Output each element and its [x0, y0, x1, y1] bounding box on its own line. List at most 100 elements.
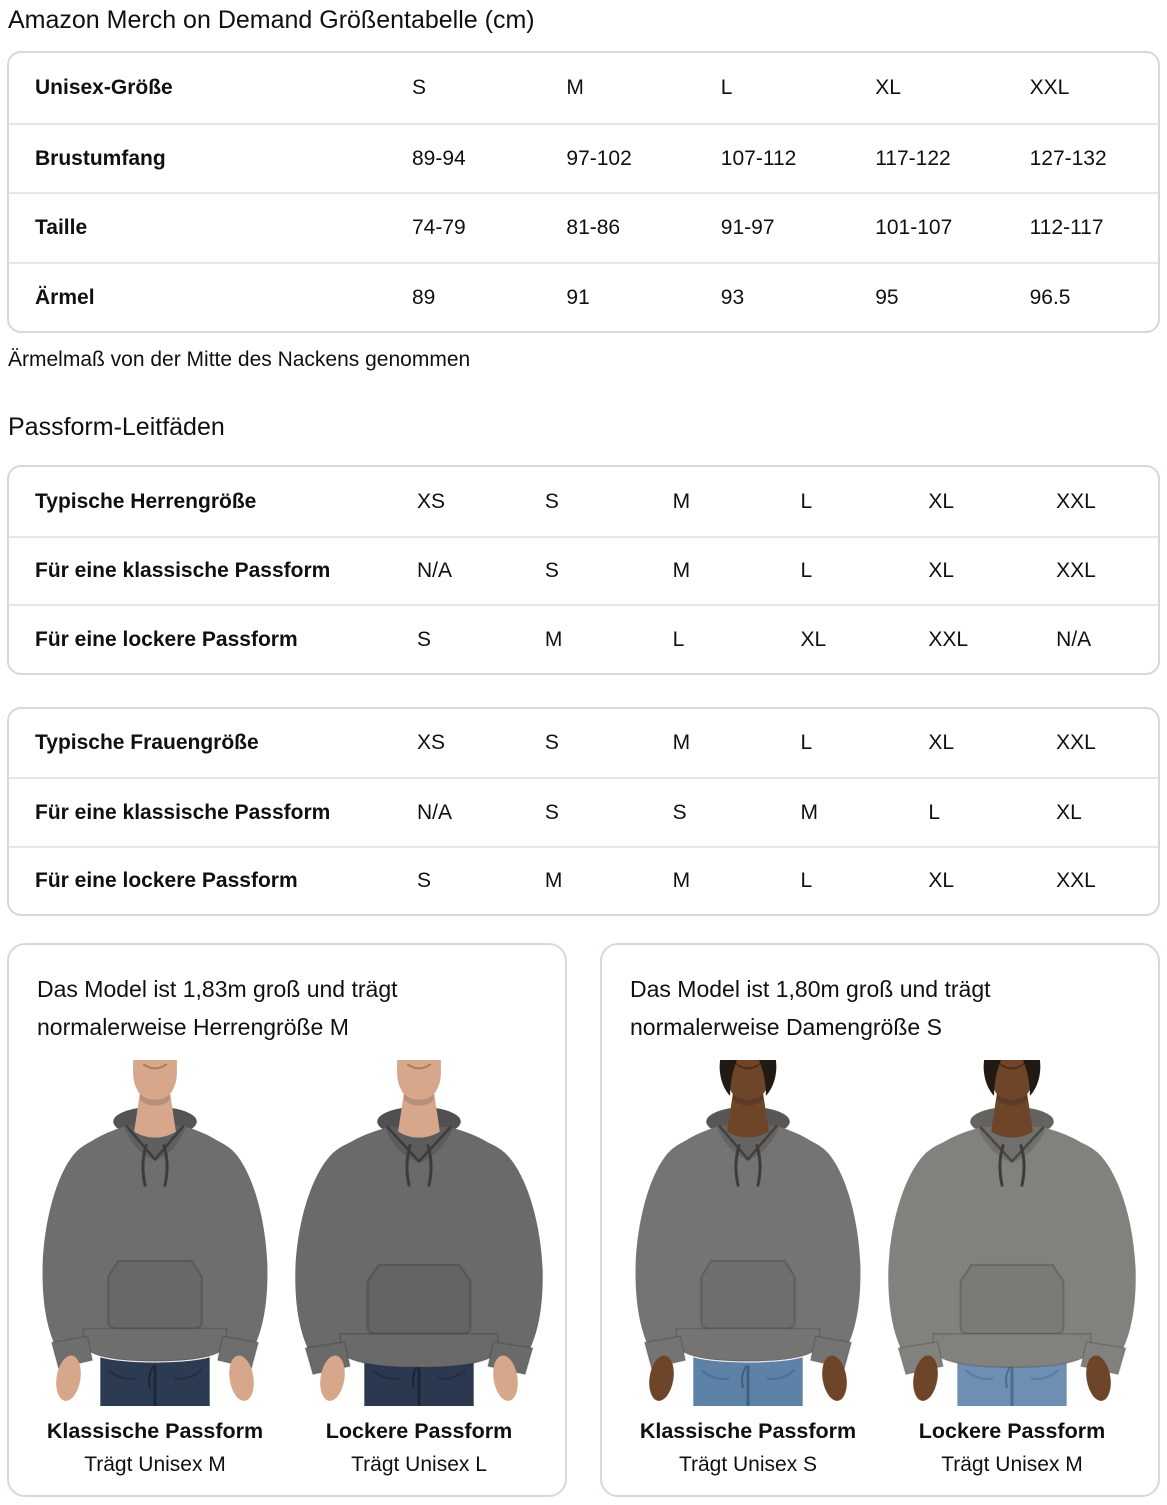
size-cell: M	[544, 869, 563, 892]
hair	[983, 1059, 1041, 1096]
size-cell: M	[566, 76, 584, 99]
size-cell: L	[800, 559, 813, 582]
left-hand	[649, 1355, 674, 1401]
model-cards-section: Das Model ist 1,83m groß und trägt norma…	[7, 943, 1160, 1497]
model-figure: Klassische Passform Trägt Unisex S	[616, 1059, 880, 1477]
left-cuff	[50, 1335, 94, 1369]
model-head-crop	[990, 1059, 1034, 1138]
size-cell: S	[412, 76, 427, 99]
row-label: Typische Frauengröße	[35, 731, 259, 754]
model-head-crop	[133, 1059, 177, 1138]
size-cell: L	[800, 731, 813, 754]
row-label: Typische Herrengröße	[35, 489, 257, 513]
hoodie	[42, 1117, 268, 1369]
size-cell: XXL	[1056, 731, 1096, 754]
fit-label: Lockere Passform	[325, 1418, 513, 1443]
right-hand	[822, 1355, 847, 1401]
kangaroo-pocket	[107, 1259, 203, 1330]
size-cell: 91	[566, 285, 590, 309]
model-figure: Lockere Passform Trägt Unisex L	[287, 1059, 551, 1477]
sleeve-note: Ärmelmaß von der Mitte des Nackens genom…	[8, 348, 471, 372]
size-cell: XXL	[1056, 489, 1096, 513]
table-row: Unisex-Größe S M L XL XXL	[9, 53, 1158, 123]
size-cell: 93	[720, 285, 745, 309]
model-photo-svg	[888, 1059, 1136, 1406]
table-row: Ärmel 89 91 93 95 96.5	[9, 261, 1158, 332]
size-cell: M	[544, 627, 563, 651]
size-cell: 117-122	[875, 146, 951, 170]
size-worn-label: Trägt Unisex L	[351, 1452, 487, 1476]
hem-band	[932, 1332, 1092, 1368]
size-cell: 74-79	[412, 216, 466, 239]
model-figures: Klassische Passform Trägt Unisex S	[616, 1059, 1144, 1477]
jeans	[364, 1356, 474, 1406]
model-head-crop	[397, 1059, 441, 1138]
table-row: Typische Herrengröße XS S M L XL XXL	[9, 467, 1158, 536]
kangaroo-pocket	[959, 1263, 1065, 1335]
size-cell: N/A	[1056, 627, 1092, 651]
size-cell: S	[672, 800, 687, 824]
size-cell: 96.5	[1029, 285, 1071, 309]
size-cell: 89	[412, 285, 436, 309]
model-photo-svg	[635, 1059, 861, 1406]
size-cell: S	[544, 559, 559, 582]
size-cell: XL	[875, 76, 901, 99]
model-description: Das Model ist 1,80m groß und trägt norma…	[630, 976, 991, 1041]
size-cell: XXL	[1056, 559, 1096, 582]
model-photo	[887, 1059, 1137, 1406]
jeans	[693, 1356, 803, 1406]
right-hand	[229, 1355, 254, 1401]
size-table: Unisex-Größe S M L XL XXL Brustumfang 89…	[7, 51, 1160, 334]
fit-label: Klassische Passform	[46, 1418, 264, 1443]
hem-band	[675, 1327, 821, 1362]
size-cell: 97-102	[566, 146, 632, 170]
table-row: Taille 74-79 81-86 91-97 101-107 112-117	[9, 192, 1158, 262]
row-label: Für eine klassische Passform	[35, 559, 331, 582]
drawstrings	[998, 1143, 1026, 1187]
size-cell: XS	[417, 731, 446, 754]
table-row: Für eine lockere Passform S M L XL XXL N…	[9, 604, 1158, 673]
kangaroo-pocket	[366, 1263, 472, 1335]
size-cell: XXL	[928, 627, 969, 651]
hem-band	[339, 1332, 499, 1368]
hoodie	[888, 1118, 1136, 1375]
size-cell: S	[417, 869, 432, 892]
model-head-crop	[726, 1059, 770, 1138]
size-cell: M	[800, 800, 819, 824]
size-cell: M	[672, 731, 691, 754]
size-worn-label: Trägt Unisex M	[941, 1452, 1083, 1476]
size-cell: M	[672, 869, 691, 892]
size-cell: 95	[875, 285, 899, 309]
row-label: Für eine klassische Passform	[35, 800, 331, 824]
table-row: Brustumfang 89-94 97-102 107-112 117-122…	[9, 122, 1158, 193]
model-photo	[294, 1059, 544, 1406]
size-cell: L	[672, 627, 685, 651]
womens-fit-table: Typische Frauengröße XS S M L XL XXL Für…	[7, 706, 1160, 917]
size-cell: S	[544, 489, 559, 513]
fit-guides-heading: Passform-Leitfäden	[8, 413, 225, 442]
size-cell: 91-97	[720, 216, 775, 239]
model-photo-svg	[295, 1059, 543, 1406]
jeans	[100, 1356, 210, 1406]
size-cell: L	[800, 869, 813, 892]
size-cell: 89-94	[412, 146, 466, 170]
drawstrings	[734, 1143, 762, 1187]
size-cell: XL	[928, 869, 955, 892]
size-cell: XL	[800, 627, 827, 651]
page-title: Amazon Merch on Demand Größentabelle (cm…	[8, 6, 535, 34]
size-cell: 107-112	[720, 146, 797, 170]
hoodie	[295, 1118, 543, 1375]
size-worn-label: Trägt Unisex M	[84, 1452, 226, 1476]
hoodie	[635, 1117, 861, 1369]
size-cell: M	[672, 489, 691, 513]
row-label: Taille	[35, 216, 88, 239]
size-cell: XL	[928, 731, 955, 754]
size-cell: L	[720, 76, 733, 99]
size-cell: 127-132	[1029, 146, 1107, 170]
size-cell: S	[544, 800, 559, 824]
fit-label: Klassische Passform	[639, 1418, 857, 1443]
male-model-card: Das Model ist 1,83m groß und trägt norma…	[7, 943, 567, 1497]
table-row: Für eine klassische Passform N/A S M L X…	[9, 535, 1158, 605]
size-cell: N/A	[417, 800, 453, 824]
right-hand	[1086, 1355, 1111, 1401]
